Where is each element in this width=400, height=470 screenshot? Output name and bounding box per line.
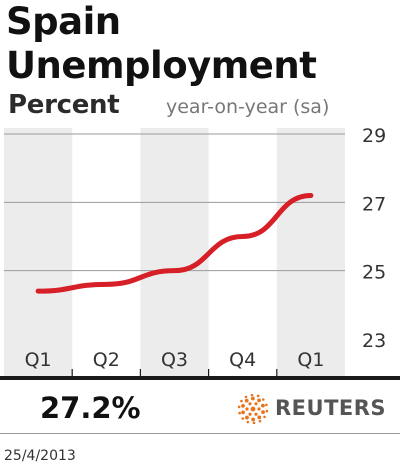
reuters-logo: REUTERS	[238, 394, 398, 424]
title-line-1: Spain	[6, 0, 121, 43]
x-tick-label: Q2	[93, 349, 120, 371]
x-tick-label: Q3	[161, 349, 188, 371]
series-line	[35, 193, 314, 294]
x-tick-label: Q4	[229, 349, 256, 371]
column-band	[4, 128, 73, 378]
y-tick-label: 25	[362, 262, 386, 284]
y-tick-label: 27	[362, 193, 386, 215]
y-tick-label: 29	[362, 128, 386, 147]
x-axis-ticks: Q1 Q2 Q3 Q4 Q1	[25, 349, 324, 378]
line-chart: 23 25 27 29 Q1 Q2 Q3 Q4 Q1	[0, 128, 400, 380]
column-band	[140, 128, 209, 378]
y-tick-label: 23	[362, 330, 386, 352]
reuters-logo-icon	[238, 394, 268, 424]
series-group	[35, 193, 314, 294]
y-axis-ticks: 23 25 27 29	[362, 128, 386, 352]
brand-name: REUTERS	[275, 396, 387, 420]
chart-subtitle: Percent	[8, 90, 120, 120]
chart-note: year-on-year (sa)	[166, 96, 330, 118]
publish-date: 25/4/2013	[4, 448, 76, 464]
subtitle-row: Percent year-on-year (sa)	[8, 90, 398, 122]
x-tick-label: Q1	[297, 349, 324, 371]
latest-value: 27.2%	[40, 391, 141, 425]
title-line-2: Unemployment	[6, 44, 317, 87]
x-tick-label: Q1	[25, 349, 52, 371]
footer-divider	[0, 433, 400, 434]
chart-title: Spain Unemployment	[6, 0, 317, 88]
column-band	[276, 128, 345, 378]
column-bands	[4, 128, 345, 378]
